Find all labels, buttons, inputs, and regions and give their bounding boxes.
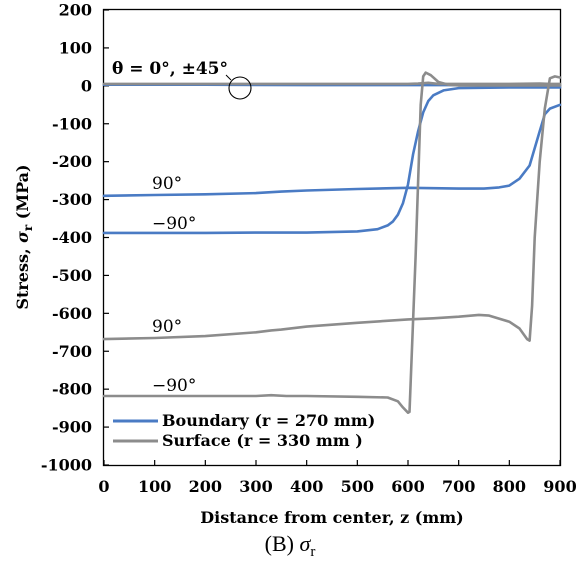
caption-subscript: r	[310, 544, 315, 560]
series-layer	[102, 71, 562, 415]
x-tick-label: 500	[341, 477, 374, 496]
x-tick-label: 900	[543, 477, 576, 496]
x-tick-label: 700	[442, 477, 475, 496]
x-axis-label: Distance from center, z (mm)	[200, 508, 464, 527]
y-tick-label: 0	[81, 76, 92, 95]
x-tick-label: 200	[189, 477, 222, 496]
y-tick-label: -400	[52, 228, 92, 247]
x-tick-label: 400	[290, 477, 323, 496]
series-line-boundary-3	[102, 86, 562, 235]
y-tick-label: -800	[52, 380, 92, 399]
series-line-surface-4	[102, 75, 562, 342]
x-axis-ticks: 0 100 200 300 400 500 600 700 800 900	[98, 460, 577, 496]
series-line-surface-1	[102, 81, 562, 86]
y-tick-label: -700	[52, 342, 92, 361]
annotation-leader	[225, 74, 232, 81]
annotation-circle	[228, 76, 252, 100]
y-axis-label: Stress, σr (MPa)	[13, 164, 35, 309]
x-tick-label: 300	[239, 477, 272, 496]
annotation-boundary-neg90: −90°	[152, 214, 196, 234]
annotation-surface-90: 90°	[152, 317, 182, 337]
y-tick-label: -500	[52, 266, 92, 285]
series-line-surface-5	[102, 71, 562, 415]
annotation-boundary-90: 90°	[152, 174, 182, 194]
x-tick-label: 600	[391, 477, 424, 496]
y-tick-label: -100	[52, 114, 92, 133]
y-tick-label: 200	[59, 1, 92, 20]
y-axis-label-main: Stress,	[13, 243, 32, 310]
x-tick-label: 0	[98, 477, 109, 496]
legend-label-boundary: Boundary (r = 270 mm)	[162, 411, 375, 430]
legend-label-surface: Surface (r = 330 mm )	[162, 431, 363, 450]
figure-caption: (B) σr	[265, 531, 316, 560]
y-axis-label-subscript: r	[21, 224, 35, 231]
y-axis-ticks: 200 100 0 -100 -200 -300 -400 -500 -600 -700 -800 -…	[41, 1, 109, 475]
y-tick-label: -900	[52, 418, 92, 437]
x-tick-label: 800	[493, 477, 526, 496]
plot-frame	[102, 8, 562, 467]
x-tick-label: 100	[138, 477, 171, 496]
y-tick-label: -200	[52, 152, 92, 171]
caption-symbol: σ	[299, 531, 311, 556]
annotation-theta-0-45: θ = 0°, ±45°	[112, 59, 228, 79]
y-axis-label-unit: (MPa)	[13, 164, 32, 224]
y-axis-label-symbol: σ	[13, 231, 32, 243]
legend: Boundary (r = 270 mm) Surface (r = 330 m…	[113, 411, 375, 450]
y-tick-label: -300	[52, 190, 92, 209]
annotation-surface-neg90: −90°	[152, 376, 196, 396]
series-line-boundary-2	[102, 103, 562, 198]
y-tick-label: 100	[59, 38, 92, 57]
y-tick-label: -600	[52, 304, 92, 323]
caption-prefix: (B)	[265, 531, 300, 556]
y-tick-label: -1000	[41, 456, 92, 475]
